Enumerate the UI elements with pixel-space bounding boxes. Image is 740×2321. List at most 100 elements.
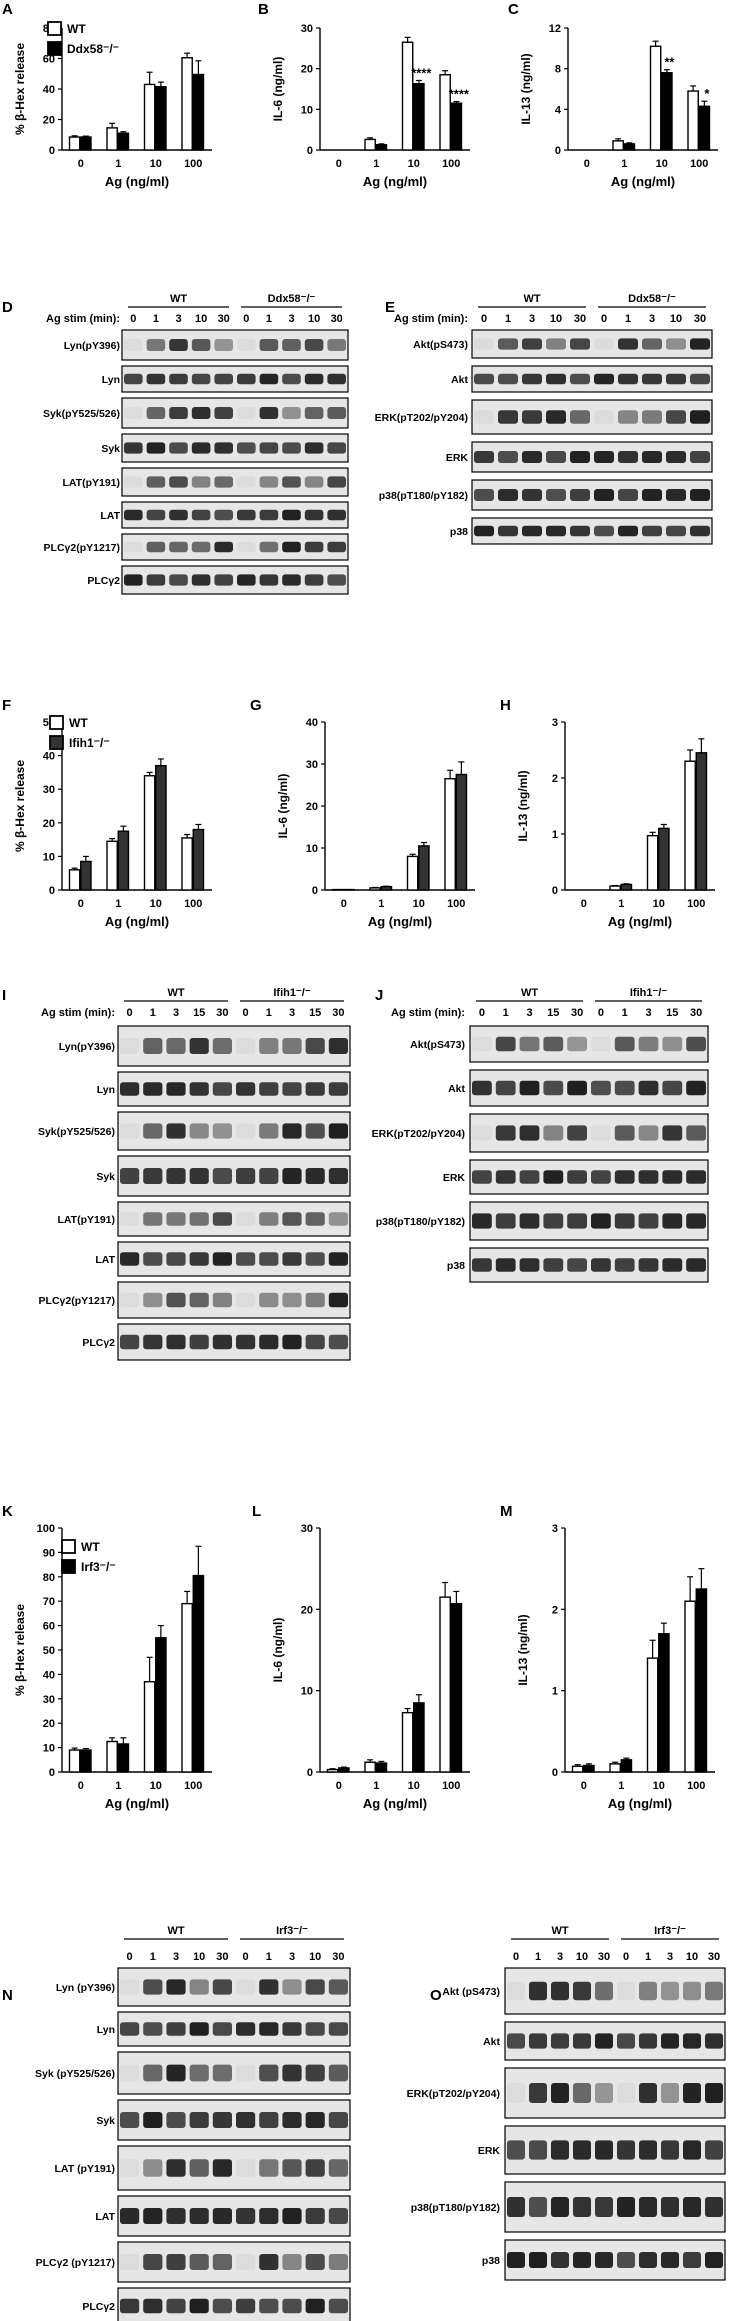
blot-band bbox=[143, 2208, 163, 2224]
time-label: 0 bbox=[127, 1951, 133, 1963]
blot-band bbox=[304, 574, 324, 586]
blot-band bbox=[661, 2140, 679, 2160]
x-tick-label: 10 bbox=[150, 158, 162, 170]
y-tick-label: 0 bbox=[552, 1767, 558, 1779]
blot-band bbox=[259, 2254, 279, 2270]
bar bbox=[155, 1637, 167, 1773]
blot-band bbox=[666, 525, 686, 537]
blot-band bbox=[617, 2197, 635, 2217]
blot-band bbox=[259, 1334, 279, 1350]
blot-band bbox=[617, 1981, 635, 2001]
bar bbox=[413, 83, 425, 151]
group-label: Ddx58⁻/⁻ bbox=[268, 293, 316, 305]
blot-band bbox=[683, 2197, 701, 2217]
blot-band bbox=[143, 1123, 163, 1139]
bar bbox=[326, 1768, 339, 1773]
time-label: 30 bbox=[332, 1951, 344, 1963]
blot-band bbox=[236, 1252, 256, 1266]
blot-band bbox=[189, 1212, 209, 1226]
group-label: WT bbox=[167, 987, 184, 999]
blot-band bbox=[661, 1981, 679, 2001]
blot-band bbox=[573, 2083, 591, 2103]
bar bbox=[571, 1765, 584, 1773]
blot-band bbox=[570, 373, 590, 385]
blot-band bbox=[120, 1252, 140, 1266]
blot-band bbox=[214, 373, 233, 385]
time-label: 10 bbox=[550, 313, 562, 325]
y-axis-label: % β-Hex release bbox=[13, 43, 27, 135]
blot-band bbox=[705, 1981, 723, 2001]
blot-band bbox=[166, 1212, 186, 1226]
blot-band bbox=[236, 2208, 256, 2224]
bar bbox=[695, 752, 708, 891]
blot-band bbox=[120, 2022, 140, 2036]
blot-band bbox=[543, 1170, 564, 1184]
blot-band bbox=[662, 1125, 683, 1141]
blot-band bbox=[166, 2022, 186, 2036]
y-axis-label: IL-6 (ng/ml) bbox=[271, 57, 285, 122]
blot-band bbox=[591, 1258, 611, 1272]
blot-band bbox=[236, 1123, 256, 1139]
blot-row-label: LAT bbox=[95, 2211, 115, 2223]
blot-band bbox=[472, 1080, 492, 1096]
blot-band bbox=[259, 2208, 279, 2224]
blot-band bbox=[143, 1252, 163, 1266]
blot-band bbox=[146, 373, 166, 385]
blot-band bbox=[519, 1258, 540, 1272]
blot-band bbox=[143, 1038, 163, 1054]
blot-row-label: Akt (pS473) bbox=[442, 1986, 500, 1998]
blot-band bbox=[639, 2083, 657, 2103]
blot-band bbox=[120, 2254, 140, 2270]
x-tick-label: 100 bbox=[442, 158, 460, 170]
x-tick-label: 100 bbox=[184, 1780, 202, 1792]
blot-E: E WT 0 1 3 10 30 Ddx58⁻/⁻ 0 1 3 10 30 Ag stim (min): A… bbox=[375, 293, 713, 545]
x-axis-label: Ag (ng/ml) bbox=[611, 174, 675, 189]
blot-band bbox=[328, 1082, 348, 1096]
blot-band bbox=[591, 1080, 611, 1096]
blot-band bbox=[690, 525, 710, 537]
blot-band bbox=[498, 489, 518, 501]
bar bbox=[338, 1767, 350, 1773]
blot-band bbox=[614, 1125, 635, 1141]
time-label: 1 bbox=[535, 1951, 541, 1963]
time-label: 10 bbox=[308, 313, 320, 325]
blot-band bbox=[169, 541, 188, 553]
bar bbox=[620, 1759, 633, 1773]
blot-band bbox=[143, 2298, 163, 2314]
blot-band bbox=[124, 339, 143, 351]
legend-swatch bbox=[47, 21, 62, 36]
blot-N: N WT 0 1 3 10 30 Irf3⁻/⁻ 0 1 3 10 30 Lyn (pY396) Lyn Sy… bbox=[2, 1925, 351, 2321]
blot-band bbox=[305, 2254, 325, 2270]
x-axis-label: Ag (ng/ml) bbox=[105, 174, 169, 189]
blot-band bbox=[143, 1082, 163, 1096]
blot-band bbox=[495, 1170, 516, 1184]
time-label: 1 bbox=[645, 1951, 651, 1963]
time-label: 0 bbox=[243, 313, 249, 325]
blot-band bbox=[166, 1252, 186, 1266]
blot-band bbox=[529, 2033, 547, 2049]
blot-band bbox=[166, 1292, 186, 1308]
blot-band bbox=[638, 1036, 659, 1052]
blot-band bbox=[191, 442, 211, 454]
blot-band bbox=[529, 2083, 547, 2103]
time-label: 3 bbox=[289, 1007, 295, 1019]
blot-band bbox=[614, 1170, 635, 1184]
bar bbox=[143, 1681, 156, 1773]
bar bbox=[68, 136, 81, 151]
time-label: 1 bbox=[266, 1951, 272, 1963]
blot-band bbox=[474, 373, 494, 385]
blot-band bbox=[236, 1292, 256, 1308]
y-tick-label: 30 bbox=[43, 784, 55, 796]
time-label: 30 bbox=[216, 1951, 228, 1963]
legend-label: Ddx58⁻/⁻ bbox=[67, 42, 119, 56]
panel-letter-M: M bbox=[500, 1503, 513, 1520]
blot-band bbox=[328, 2254, 348, 2270]
panel-letter-N: N bbox=[2, 1987, 13, 2004]
blot-band bbox=[237, 541, 256, 553]
blot-band bbox=[236, 2298, 256, 2314]
blot-band bbox=[683, 2252, 701, 2268]
legend-swatch bbox=[61, 1559, 76, 1574]
blot-band bbox=[529, 1981, 547, 2001]
blot-band bbox=[546, 338, 566, 350]
